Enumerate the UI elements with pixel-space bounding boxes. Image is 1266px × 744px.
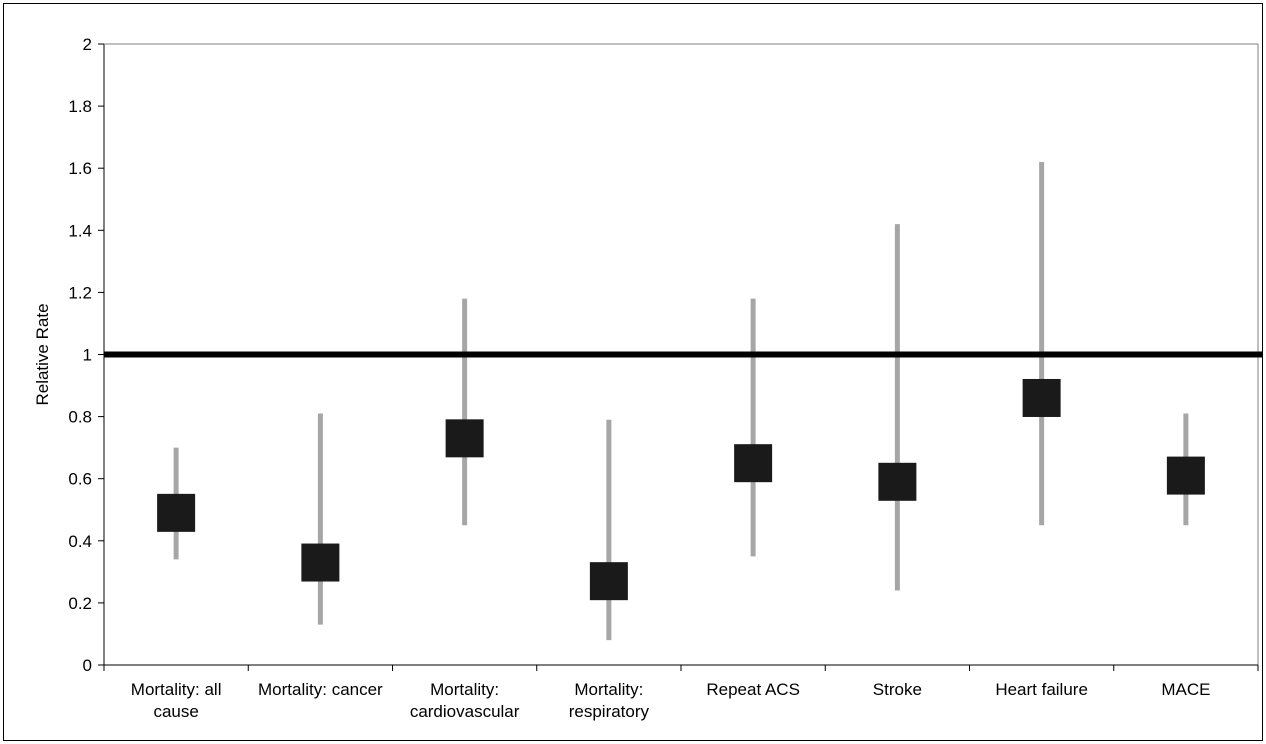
x-axis (103, 664, 1259, 671)
point-estimate-marker (1166, 456, 1205, 495)
category-label: Repeat ACS (706, 680, 800, 699)
y-tick-label: 1.2 (68, 283, 92, 302)
y-tick-label: 0.8 (68, 408, 92, 427)
category-label: Mortality: cancer (258, 680, 383, 699)
y-tick-label: 0.2 (68, 594, 92, 613)
category-label: Heart failure (995, 680, 1088, 699)
point-estimates (157, 378, 1205, 601)
chart-frame (3, 3, 1263, 741)
y-tick-labels: 0 0.2 0.4 0.6 0.8 1 1.2 1.4 1.6 1.8 2 (68, 35, 92, 675)
y-tick-label: 1.4 (68, 221, 92, 240)
y-tick-label: 1.8 (68, 97, 92, 116)
point-estimate-marker (878, 462, 917, 501)
point-estimate-marker (157, 493, 196, 532)
category-label: Stroke (873, 680, 922, 699)
point-estimate-marker (589, 562, 628, 601)
y-tick-label: 0 (83, 656, 92, 675)
point-estimate-marker (1022, 378, 1061, 417)
category-labels: Mortality: all cause Mortality: cancer Mort… (131, 680, 1211, 721)
y-tick-label: 0.4 (68, 532, 92, 551)
point-estimate-marker (734, 444, 773, 483)
category-label: Mortality: cardiovascular (410, 680, 520, 721)
y-tick-label: 2 (83, 35, 92, 54)
category-label: Mortality: all cause (131, 680, 222, 721)
y-tick-label: 0.6 (68, 470, 92, 489)
category-label: MACE (1161, 680, 1210, 699)
category-label: Mortality: respiratory (569, 680, 650, 721)
y-axis-title: Relative Rate (33, 303, 52, 405)
point-estimate-marker (445, 419, 484, 458)
y-tick-label: 1.6 (68, 159, 92, 178)
y-tick-label: 1 (83, 346, 92, 365)
point-estimate-marker (301, 543, 340, 582)
